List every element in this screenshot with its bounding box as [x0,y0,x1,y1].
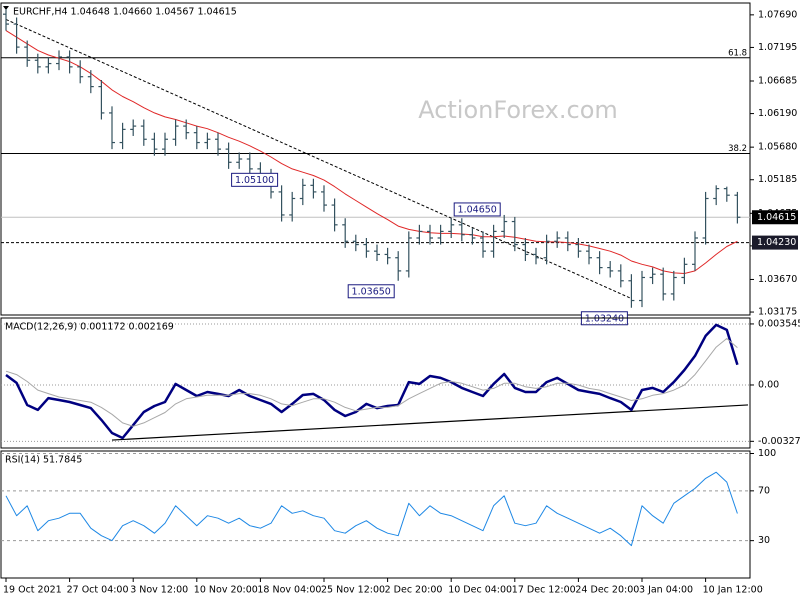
level-label: 38.2 [728,144,747,154]
x-tick-label: 24 Dec 20:00 [575,585,639,596]
x-tick-label: 10 Dec 04:00 [448,585,512,596]
annotation-box [231,172,279,187]
price-box-label: 1.04615 [757,212,796,223]
level-label: 61.8 [728,48,747,58]
panel-title: RSI(14) 51.7845 [5,455,82,466]
watermark: ActionForex.com [418,96,618,124]
x-tick-label: 2 Dec 20:00 [385,585,443,596]
annotation-label: 1.03240 [585,313,624,324]
price-box [752,210,798,225]
price-box-label: 1.04230 [757,237,796,248]
annotation-label: 1.04650 [458,204,497,215]
x-tick-label: 10 Jan 12:00 [703,585,763,596]
y-tick-label: 0.003545 [758,318,800,329]
x-tick-label: 3 Jan 04:00 [639,585,693,596]
y-tick-label: 1.06190 [758,108,797,119]
trendline [111,404,749,441]
y-tick-label: 30 [758,535,770,546]
y-tick-label: 1.07195 [758,42,797,53]
panel-border [0,317,751,449]
y-tick-label: 70 [758,485,770,496]
panel-border [0,450,751,579]
y-tick-label: 1.05185 [758,174,797,185]
series-line [5,323,739,440]
annotation-label: 1.05100 [235,175,274,186]
panel-title: EURCHF,H4 1.04648 1.04660 1.04567 1.0461… [13,7,237,18]
y-tick-label: 1.07690 [758,9,797,20]
series-line [5,338,738,427]
y-tick-label: -0.003272 [758,436,800,447]
menu-arrow [3,6,9,10]
trendline [5,18,632,300]
y-tick-label: 1.06685 [758,76,797,87]
x-tick-label: 25 Nov 12:00 [321,585,385,596]
panel-title: MACD(12,26,9) 0.001172 0.002169 [5,322,174,333]
x-tick-label: 17 Dec 12:00 [512,585,576,596]
y-tick-label: 1.03670 [758,274,797,285]
x-tick-label: 10 Nov 20:00 [194,585,258,596]
annotation-label: 1.03650 [352,286,391,297]
panel-border [0,2,751,316]
x-tick-label: 3 Nov 12:00 [130,585,188,596]
y-tick-label: 100 [758,448,776,459]
x-tick-label: 19 Oct 2021 [3,585,62,596]
y-tick-label: 1.03175 [758,307,797,318]
annotation-box [453,202,501,217]
x-tick-label: 27 Oct 04:00 [67,585,129,596]
y-tick-label: 1.05680 [758,142,797,153]
y-tick-label: 0.00 [758,379,779,390]
annotation-box [347,284,395,299]
x-tick-label: 18 Nov 04:00 [257,585,321,596]
series-line [5,471,738,547]
price-box [752,235,798,250]
series-line [5,30,738,274]
